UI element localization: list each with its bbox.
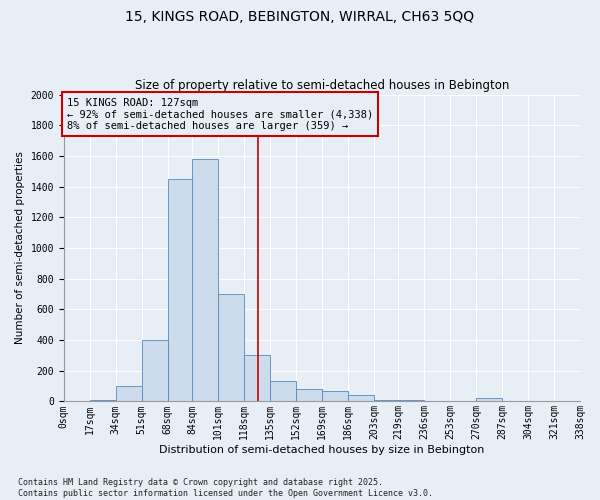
- Text: 15, KINGS ROAD, BEBINGTON, WIRRAL, CH63 5QQ: 15, KINGS ROAD, BEBINGTON, WIRRAL, CH63 …: [125, 10, 475, 24]
- Bar: [296, 389, 322, 402]
- Bar: [398, 400, 424, 402]
- Bar: [424, 400, 450, 402]
- Y-axis label: Number of semi-detached properties: Number of semi-detached properties: [15, 152, 25, 344]
- Bar: [322, 390, 348, 402]
- Text: Contains HM Land Registry data © Crown copyright and database right 2025.
Contai: Contains HM Land Registry data © Crown c…: [18, 478, 433, 498]
- Bar: [244, 356, 270, 402]
- Title: Size of property relative to semi-detached houses in Bebington: Size of property relative to semi-detach…: [135, 79, 509, 92]
- Bar: [167, 179, 194, 402]
- Bar: [90, 400, 116, 402]
- Bar: [218, 294, 244, 402]
- X-axis label: Distribution of semi-detached houses by size in Bebington: Distribution of semi-detached houses by …: [159, 445, 485, 455]
- Text: 15 KINGS ROAD: 127sqm
← 92% of semi-detached houses are smaller (4,338)
8% of se: 15 KINGS ROAD: 127sqm ← 92% of semi-deta…: [67, 98, 373, 131]
- Bar: [476, 398, 502, 402]
- Bar: [270, 380, 296, 402]
- Bar: [142, 340, 167, 402]
- Bar: [348, 396, 374, 402]
- Bar: [116, 386, 142, 402]
- Bar: [192, 159, 218, 402]
- Bar: [374, 400, 400, 402]
